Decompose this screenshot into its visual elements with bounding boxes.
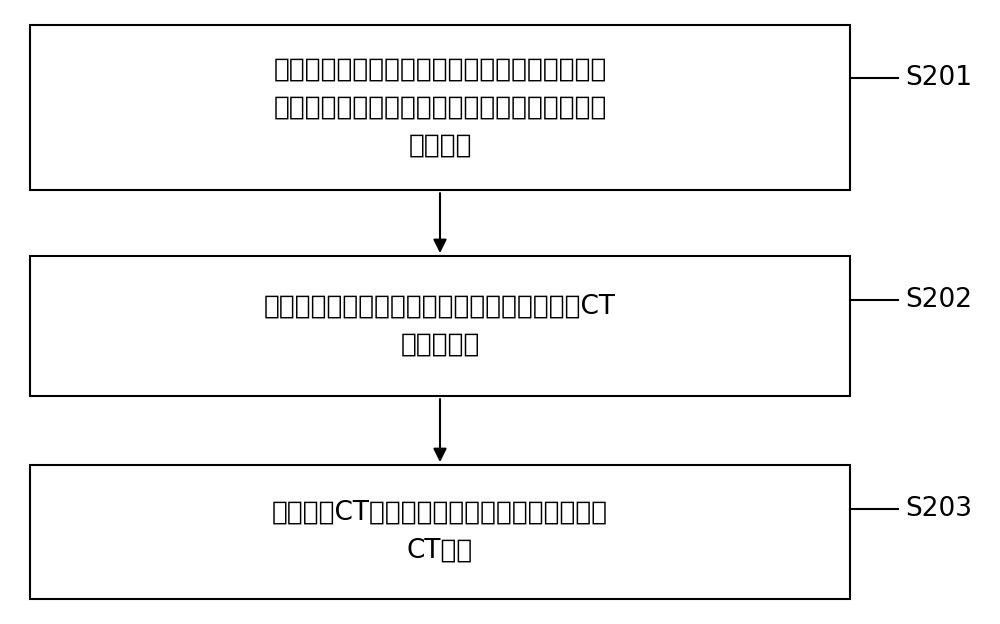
FancyBboxPatch shape <box>30 25 850 190</box>
FancyBboxPatch shape <box>30 465 850 599</box>
Text: 基于所述CT值变化情况对所述感兴趣区域进行
CT扫描: 基于所述CT值变化情况对所述感兴趣区域进行 CT扫描 <box>272 500 608 564</box>
Text: 基于所述实时监测图像获取所述感兴趣区域的CT
值变化情况: 基于所述实时监测图像获取所述感兴趣区域的CT 值变化情况 <box>264 294 616 358</box>
Text: S203: S203 <box>905 495 972 522</box>
Text: S202: S202 <box>905 286 972 313</box>
Text: S201: S201 <box>905 65 972 91</box>
FancyBboxPatch shape <box>30 256 850 396</box>
Text: 获取注射造影剂后感兴趣区域的实时监测图像，
所述感兴趣区域至少包括第一目标区域以及第二
目标区域: 获取注射造影剂后感兴趣区域的实时监测图像， 所述感兴趣区域至少包括第一目标区域以… <box>273 57 607 158</box>
